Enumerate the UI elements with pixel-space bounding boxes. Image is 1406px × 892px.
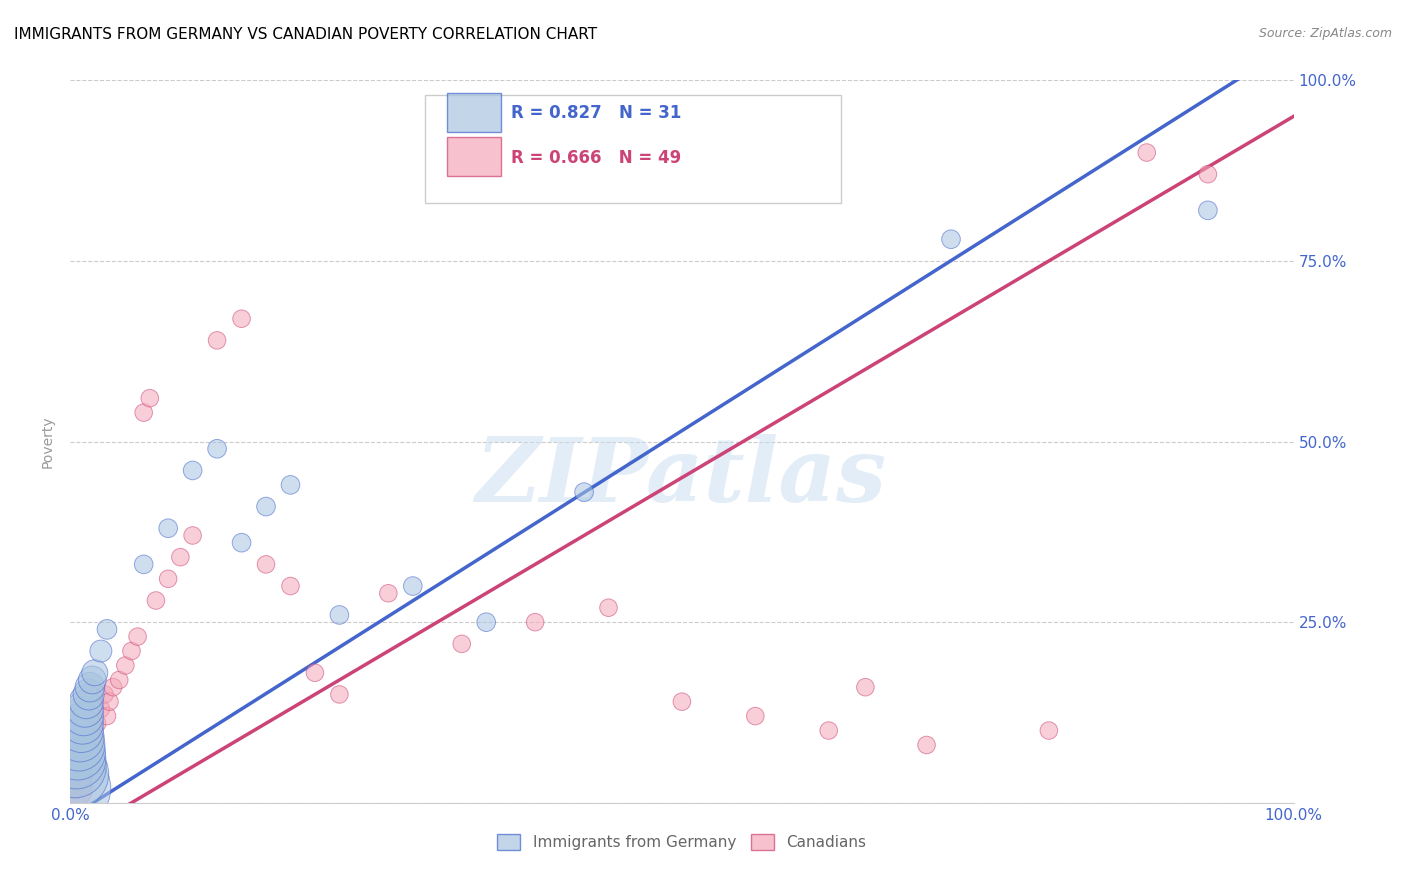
Point [86, 716, 108, 731]
Point [79, 738, 101, 752]
Point [524, 615, 547, 630]
Point [377, 586, 399, 600]
Point [98, 695, 121, 709]
Point [1197, 167, 1219, 181]
Point [90, 644, 112, 658]
Point [181, 463, 204, 477]
Point [1197, 203, 1219, 218]
Point [63, 767, 86, 781]
Text: R = 0.666   N = 49: R = 0.666 N = 49 [510, 149, 681, 167]
Point [70, 723, 93, 738]
Point [475, 615, 498, 630]
Point [62, 781, 84, 796]
Legend: Immigrants from Germany, Canadians: Immigrants from Germany, Canadians [491, 829, 873, 856]
Point [939, 232, 962, 246]
Point [69, 760, 91, 774]
Point [402, 579, 425, 593]
Point [855, 680, 877, 694]
Point [73, 702, 96, 716]
Point [671, 695, 693, 709]
Point [280, 579, 302, 593]
Point [328, 687, 350, 701]
Point [598, 600, 620, 615]
Point [75, 695, 97, 709]
Point [145, 593, 167, 607]
Point [65, 752, 87, 766]
Point [93, 687, 115, 701]
Point [72, 716, 94, 731]
Point [75, 745, 97, 759]
Text: ZIPatlas: ZIPatlas [477, 434, 887, 521]
Point [90, 702, 112, 716]
Point [79, 680, 101, 694]
Point [67, 752, 90, 766]
Point [77, 731, 100, 745]
Point [254, 558, 277, 572]
Point [572, 485, 595, 500]
Point [66, 745, 89, 759]
Point [96, 709, 118, 723]
Point [77, 687, 100, 701]
Point [96, 623, 118, 637]
FancyBboxPatch shape [425, 95, 841, 203]
Y-axis label: Poverty: Poverty [41, 416, 55, 467]
Point [205, 334, 228, 348]
Point [231, 535, 253, 549]
Point [817, 723, 839, 738]
Point [169, 550, 191, 565]
Point [70, 745, 93, 759]
Point [101, 680, 124, 694]
Point [83, 731, 105, 745]
Point [205, 442, 228, 456]
Point [63, 767, 86, 781]
Point [82, 723, 104, 738]
Point [73, 709, 96, 723]
Point [83, 665, 105, 680]
Point [72, 752, 94, 766]
Point [139, 391, 162, 405]
Point [114, 658, 136, 673]
Point [744, 709, 766, 723]
Point [121, 644, 143, 658]
Point [254, 500, 277, 514]
Text: IMMIGRANTS FROM GERMANY VS CANADIAN POVERTY CORRELATION CHART: IMMIGRANTS FROM GERMANY VS CANADIAN POVE… [14, 27, 598, 42]
Point [132, 406, 155, 420]
Point [304, 665, 326, 680]
Point [1136, 145, 1159, 160]
Point [132, 558, 155, 572]
Point [157, 572, 180, 586]
Point [915, 738, 938, 752]
Point [63, 774, 86, 789]
Point [108, 673, 131, 687]
Point [67, 738, 90, 752]
Point [280, 478, 302, 492]
Point [63, 760, 86, 774]
FancyBboxPatch shape [447, 136, 501, 176]
Point [73, 738, 96, 752]
Point [62, 781, 84, 796]
Point [69, 731, 91, 745]
Point [82, 673, 104, 687]
Text: R = 0.827   N = 31: R = 0.827 N = 31 [510, 103, 681, 122]
Point [65, 760, 87, 774]
Point [157, 521, 180, 535]
Point [450, 637, 472, 651]
Point [181, 528, 204, 542]
FancyBboxPatch shape [447, 94, 501, 132]
Point [328, 607, 350, 622]
Point [1038, 723, 1060, 738]
Point [231, 311, 253, 326]
Text: Source: ZipAtlas.com: Source: ZipAtlas.com [1258, 27, 1392, 40]
Point [66, 767, 89, 781]
Point [127, 630, 149, 644]
